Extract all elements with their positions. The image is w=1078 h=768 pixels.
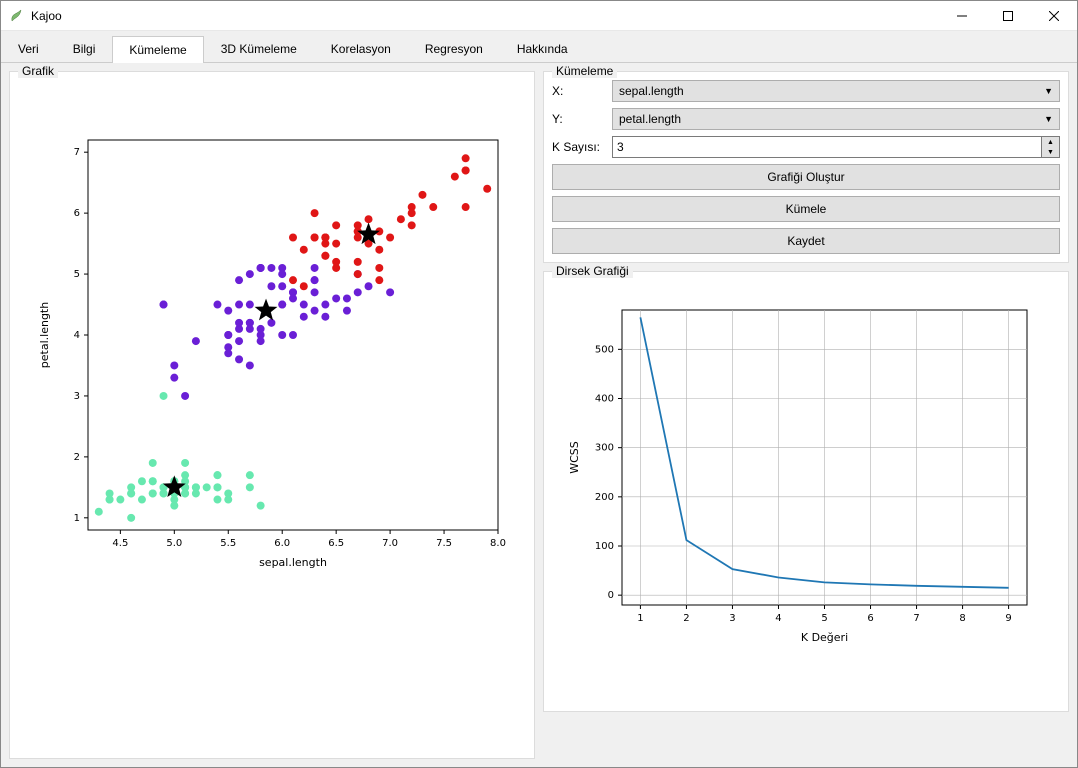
dirsek-legend: Dirsek Grafiği bbox=[552, 264, 633, 278]
kumeleme-legend: Kümeleme bbox=[552, 64, 617, 78]
svg-text:1: 1 bbox=[637, 613, 643, 624]
svg-text:500: 500 bbox=[595, 344, 614, 355]
svg-text:5: 5 bbox=[74, 269, 80, 280]
x-label: X: bbox=[552, 84, 608, 98]
window-title: Kajoo bbox=[31, 9, 939, 23]
svg-text:4: 4 bbox=[775, 613, 781, 624]
y-select[interactable]: petal.length ▼ bbox=[612, 108, 1060, 130]
tab-bilgi[interactable]: Bilgi bbox=[56, 35, 113, 62]
dirsek-panel: Dirsek Grafiği 1234567890100200300400500… bbox=[543, 271, 1069, 712]
svg-text:8: 8 bbox=[959, 613, 965, 624]
svg-text:6: 6 bbox=[74, 208, 80, 219]
save-button[interactable]: Kaydet bbox=[552, 228, 1060, 254]
kumeleme-panel: Kümeleme X: sepal.length ▼ Y: petal.leng… bbox=[543, 71, 1069, 263]
spin-down[interactable]: ▼ bbox=[1042, 147, 1059, 157]
svg-text:6.5: 6.5 bbox=[328, 538, 344, 549]
y-label: Y: bbox=[552, 112, 608, 126]
spinner-buttons: ▲ ▼ bbox=[1042, 136, 1060, 158]
spin-up[interactable]: ▲ bbox=[1042, 137, 1059, 147]
svg-text:WCSS: WCSS bbox=[568, 441, 581, 474]
svg-text:9: 9 bbox=[1005, 613, 1011, 624]
titlebar: Kajoo bbox=[1, 1, 1077, 31]
svg-text:2: 2 bbox=[74, 452, 80, 463]
y-row: Y: petal.length ▼ bbox=[552, 108, 1060, 130]
x-select[interactable]: sepal.length ▼ bbox=[612, 80, 1060, 102]
svg-text:300: 300 bbox=[595, 443, 614, 454]
content-area: Grafik 4.5 5.0 5.5 6.0 6.5 7.0 7.5 8.0 1 2 3 4 5 6 7 se… bbox=[1, 63, 1077, 767]
tab-3d-kümeleme[interactable]: 3D Kümeleme bbox=[204, 35, 314, 62]
tab-korelasyon[interactable]: Korelasyon bbox=[314, 35, 408, 62]
k-row: K Sayısı: ▲ ▼ bbox=[552, 136, 1060, 158]
k-input[interactable] bbox=[612, 136, 1042, 158]
y-select-value: petal.length bbox=[619, 112, 681, 126]
svg-text:petal.length: petal.length bbox=[38, 302, 51, 368]
k-spinner[interactable]: ▲ ▼ bbox=[612, 136, 1060, 158]
app-window: Kajoo VeriBilgiKümeleme3D KümelemeKorela… bbox=[0, 0, 1078, 768]
grafik-legend: Grafik bbox=[18, 64, 58, 78]
create-chart-button[interactable]: Grafiği Oluştur bbox=[552, 164, 1060, 190]
svg-text:5: 5 bbox=[821, 613, 827, 624]
svg-text:5.0: 5.0 bbox=[166, 538, 182, 549]
tab-kümeleme[interactable]: Kümeleme bbox=[112, 36, 203, 63]
svg-text:7: 7 bbox=[74, 147, 80, 158]
right-column: Kümeleme X: sepal.length ▼ Y: petal.leng… bbox=[543, 71, 1069, 712]
scatter-plot: 4.5 5.0 5.5 6.0 6.5 7.0 7.5 8.0 1 2 3 4 5 6 7 sepal.len… bbox=[18, 80, 518, 590]
close-button[interactable] bbox=[1031, 1, 1077, 30]
svg-text:100: 100 bbox=[595, 541, 614, 552]
app-icon bbox=[9, 8, 25, 24]
tab-hakkında[interactable]: Hakkında bbox=[500, 35, 585, 62]
svg-text:3: 3 bbox=[74, 391, 80, 402]
tab-regresyon[interactable]: Regresyon bbox=[408, 35, 500, 62]
tabbar: VeriBilgiKümeleme3D KümelemeKorelasyonRe… bbox=[1, 31, 1077, 63]
svg-text:2: 2 bbox=[683, 613, 689, 624]
chevron-down-icon: ▼ bbox=[1044, 86, 1053, 96]
svg-text:5.5: 5.5 bbox=[220, 538, 236, 549]
svg-text:3: 3 bbox=[729, 613, 735, 624]
x-select-value: sepal.length bbox=[619, 84, 684, 98]
svg-text:7.0: 7.0 bbox=[382, 538, 398, 549]
svg-text:6: 6 bbox=[867, 613, 873, 624]
maximize-button[interactable] bbox=[985, 1, 1031, 30]
tab-veri[interactable]: Veri bbox=[1, 35, 56, 62]
svg-text:K Değeri: K Değeri bbox=[801, 631, 848, 644]
chevron-down-icon: ▼ bbox=[1044, 114, 1053, 124]
svg-text:sepal.length: sepal.length bbox=[259, 556, 327, 569]
minimize-button[interactable] bbox=[939, 1, 985, 30]
elbow-plot: 1 2 3 4 5 6 7 8 9 0 100 200 300 400 500 K Değeri WCSS bbox=[552, 280, 1047, 660]
svg-text:6.0: 6.0 bbox=[274, 538, 290, 549]
k-label: K Sayısı: bbox=[552, 140, 608, 154]
grafik-panel: Grafik 4.55.05.56.06.57.07.58.01234567se… bbox=[9, 71, 535, 759]
svg-text:1: 1 bbox=[74, 513, 80, 524]
svg-text:4: 4 bbox=[74, 330, 80, 341]
svg-text:7: 7 bbox=[913, 613, 919, 624]
svg-text:400: 400 bbox=[595, 394, 614, 405]
svg-text:8.0: 8.0 bbox=[490, 538, 506, 549]
cluster-button[interactable]: Kümele bbox=[552, 196, 1060, 222]
svg-text:200: 200 bbox=[595, 492, 614, 503]
svg-text:7.5: 7.5 bbox=[436, 538, 452, 549]
window-controls bbox=[939, 1, 1077, 30]
svg-text:0: 0 bbox=[608, 590, 614, 601]
svg-text:4.5: 4.5 bbox=[112, 538, 128, 549]
x-row: X: sepal.length ▼ bbox=[552, 80, 1060, 102]
